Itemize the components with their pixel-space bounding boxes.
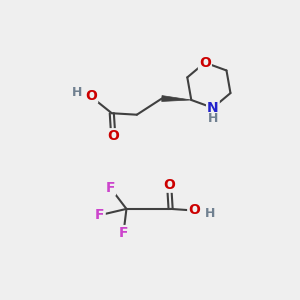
Text: F: F — [106, 181, 115, 195]
Text: O: O — [188, 203, 200, 218]
Text: F: F — [95, 208, 105, 222]
Text: N: N — [207, 101, 219, 115]
Text: H: H — [72, 86, 82, 99]
Polygon shape — [162, 96, 191, 101]
Text: F: F — [119, 226, 128, 240]
Text: O: O — [163, 178, 175, 192]
Text: O: O — [199, 56, 211, 70]
Text: O: O — [107, 129, 119, 143]
Text: H: H — [205, 207, 215, 220]
Text: H: H — [208, 112, 219, 124]
Text: O: O — [85, 88, 97, 103]
